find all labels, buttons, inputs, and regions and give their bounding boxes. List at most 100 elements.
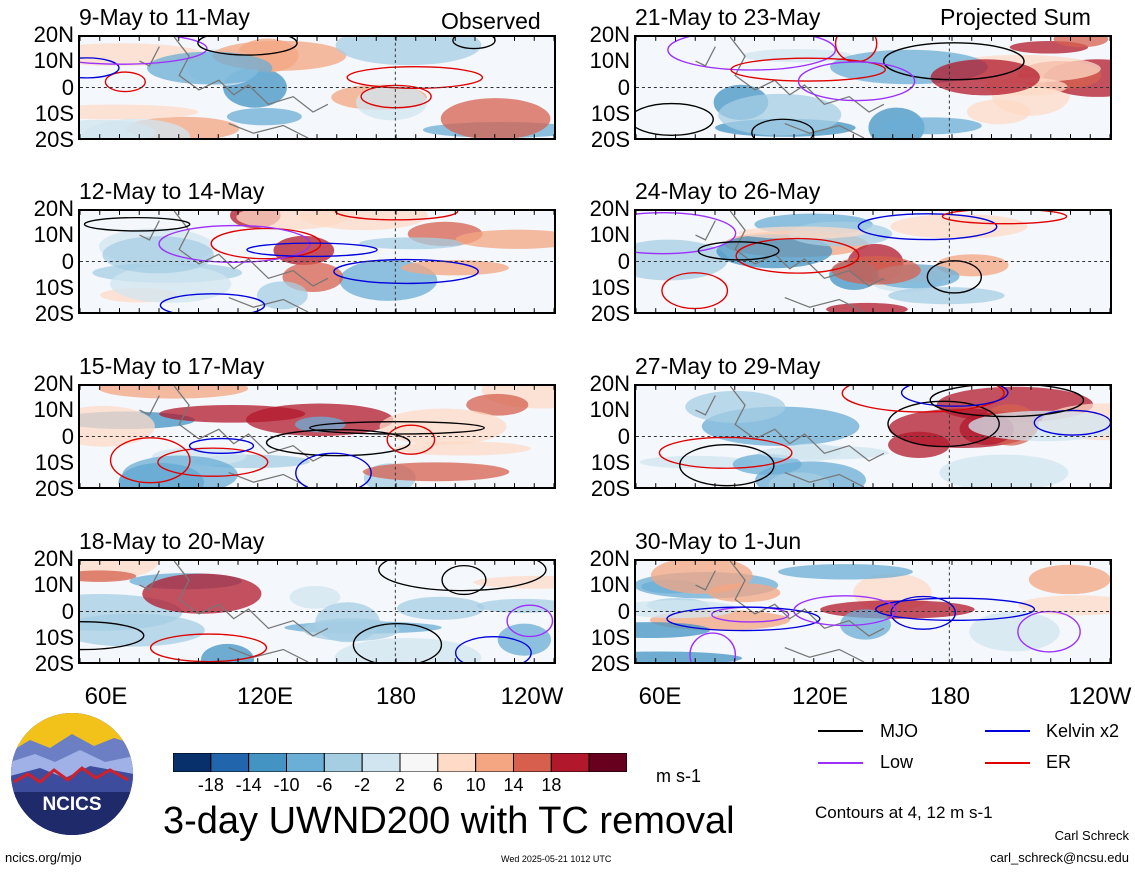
lat-label-4-3: 10S <box>34 624 74 650</box>
er-contour <box>334 211 459 221</box>
observed-header: Observed <box>441 8 541 34</box>
colorbar-swatch <box>286 752 325 773</box>
wind-anomaly-shading <box>147 51 273 85</box>
mjo-contour <box>926 260 982 294</box>
mjo-contour <box>636 102 714 136</box>
lat-label-4-1: 10N <box>33 572 74 598</box>
colorbar-swatch <box>475 752 515 773</box>
colorbar-swatch <box>513 752 552 773</box>
timestamp: Wed 2025-05-21 1012 UTC <box>501 854 612 864</box>
er-contour <box>658 436 793 469</box>
wind-anomaly-shading <box>273 235 335 265</box>
colorbar-swatch <box>399 752 439 773</box>
legend-label-er: ER <box>1046 752 1072 772</box>
wind-anomaly-shading <box>395 441 531 456</box>
mjo-contour <box>679 444 775 487</box>
map-panel-2 <box>78 209 556 314</box>
lat-label-2-3: 10S <box>34 274 74 300</box>
lon-label-left-120e: 120E <box>236 683 294 710</box>
wind-anomaly-shading <box>738 226 866 239</box>
panel-title-4: 18-May to 20-May <box>79 528 265 554</box>
colorbar-tick-label: 2 <box>394 775 406 795</box>
kelvin-contour <box>890 595 956 630</box>
colorbar-swatch <box>248 752 287 773</box>
kelvin-contour <box>159 293 266 312</box>
mjo-contour <box>751 118 815 138</box>
er-contour <box>104 71 146 93</box>
wind-anomaly-shading <box>466 393 529 416</box>
colorbar-swatch <box>437 752 477 773</box>
wind-anomaly-shading <box>122 455 238 487</box>
lon-label-left-120w: 120W <box>500 683 564 710</box>
wind-anomaly-shading <box>355 84 427 121</box>
legend-label-mjo: MJO <box>880 721 918 741</box>
lat-label-2-4: 20S <box>34 301 74 326</box>
lat-label-8-0: 20N <box>589 546 630 571</box>
coastline <box>695 37 885 138</box>
wind-anomaly-shading <box>967 99 1031 125</box>
lat-label-5-1: 10N <box>589 48 630 74</box>
lon-label-right-120w: 120W <box>1068 683 1132 710</box>
lat-label-3-0: 20N <box>33 371 74 396</box>
er-contour <box>149 633 268 662</box>
wind-anomaly-shading <box>335 37 482 66</box>
panel-title-7: 27-May to 29-May <box>635 353 821 379</box>
low-contour <box>158 224 311 263</box>
lat-label-6-4: 20S <box>590 301 630 326</box>
logo-text: NCICS <box>42 794 101 815</box>
colorbar-swatch <box>210 752 250 773</box>
legend-swatch-kelvin <box>985 730 1030 732</box>
lon-label-left-60e: 60E <box>84 683 128 710</box>
lat-label-3-1: 10N <box>33 397 74 423</box>
lat-label-6-0: 20N <box>589 196 630 221</box>
colorbar-swatch <box>323 752 363 773</box>
lat-label-7-2: 0 <box>617 423 630 449</box>
wind-anomaly-shading <box>826 302 908 312</box>
lat-label-6-1: 10N <box>589 222 630 248</box>
panel-title-3: 15-May to 17-May <box>79 353 265 379</box>
wind-anomaly-shading <box>102 236 214 274</box>
colorbar-tick-label: 14 <box>503 775 524 795</box>
low-contour <box>636 212 737 255</box>
figure-title: 3-day UWND200 with TC removal <box>163 800 735 842</box>
lon-label-left-180: 180 <box>375 683 417 710</box>
lat-label-3-2: 0 <box>61 423 74 449</box>
kelvin-contour <box>857 213 998 241</box>
kelvin-contour <box>1033 409 1110 436</box>
lat-label-4-2: 0 <box>61 598 74 624</box>
er-contour <box>661 272 729 310</box>
wind-anomaly-shading <box>636 651 743 662</box>
er-contour <box>346 66 484 89</box>
legend-swatch-er <box>985 762 1030 764</box>
lat-label-6-3: 10S <box>590 274 630 300</box>
lat-label-1-3: 10S <box>34 100 74 126</box>
kelvin-contour <box>295 452 372 487</box>
website-link[interactable]: ncics.org/mjo <box>5 850 82 865</box>
er-contour <box>730 57 886 82</box>
mjo-contour <box>697 241 780 261</box>
low-contour <box>793 595 897 627</box>
wind-anomaly-shading <box>142 573 262 614</box>
author-email: carl_schreck@ncsu.edu <box>990 850 1129 865</box>
er-contour <box>109 437 191 484</box>
lat-label-8-3: 10S <box>590 624 630 650</box>
lat-label-5-4: 20S <box>590 127 630 152</box>
wind-anomaly-shading <box>315 602 380 643</box>
wind-anomaly-shading <box>299 211 428 231</box>
lon-label-right-180: 180 <box>929 683 971 710</box>
map-panel-4 <box>78 559 556 664</box>
er-contour <box>841 386 1005 413</box>
mjo-contour <box>929 386 1085 418</box>
low-contour <box>797 61 916 102</box>
map-panel-3 <box>78 384 556 489</box>
wind-anomaly-shading <box>890 214 1028 239</box>
er-contour <box>735 237 860 274</box>
contour-note: Contours at 4, 12 m s-1 <box>815 803 993 822</box>
wind-anomaly-shading <box>440 98 551 138</box>
colorbar-swatch <box>588 752 628 773</box>
map-panel-7 <box>634 384 1112 489</box>
coastline <box>139 37 329 138</box>
lat-label-7-1: 10N <box>589 397 630 423</box>
wind-anomaly-shading <box>80 104 199 120</box>
legend-label-kelvin: Kelvin x2 <box>1046 721 1120 741</box>
